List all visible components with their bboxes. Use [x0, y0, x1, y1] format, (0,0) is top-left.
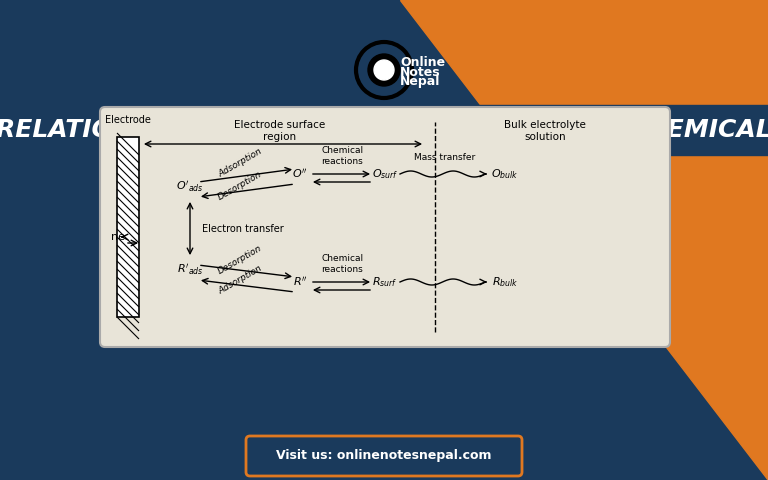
FancyBboxPatch shape [100, 107, 670, 347]
Text: Bulk electrolyte
solution: Bulk electrolyte solution [504, 120, 586, 142]
Text: $O_{bulk}$: $O_{bulk}$ [492, 167, 518, 181]
Polygon shape [400, 0, 768, 480]
Bar [117, 137, 139, 317]
Text: Adsorption: Adsorption [217, 264, 263, 296]
Text: $R'_{ads}$: $R'_{ads}$ [177, 263, 204, 277]
Text: Electrode: Electrode [105, 115, 151, 125]
Bar [0, 105, 768, 155]
Text: RELATION BETWEEN FARADAY  AND ELECTROCHEMICAL: RELATION BETWEEN FARADAY AND ELECTROCHEM… [0, 118, 768, 142]
Text: Visit us: onlinenotesnepal.com: Visit us: onlinenotesnepal.com [276, 449, 492, 463]
Circle shape [374, 60, 394, 80]
Text: Electrode surface
region: Electrode surface region [234, 120, 326, 142]
Text: $O'_{ads}$: $O'_{ads}$ [176, 180, 204, 194]
Text: $R_{surf}$: $R_{surf}$ [372, 275, 398, 289]
Text: Chemical
reactions: Chemical reactions [322, 146, 363, 166]
Text: Nepal: Nepal [400, 75, 440, 88]
Text: $R_{bulk}$: $R_{bulk}$ [492, 275, 518, 289]
Text: Electron transfer: Electron transfer [202, 224, 283, 233]
Text: Mass transfer: Mass transfer [415, 154, 475, 163]
Text: Notes: Notes [400, 65, 441, 79]
Text: Adsorption: Adsorption [217, 146, 263, 179]
Text: Online: Online [400, 56, 445, 69]
Text: Chemical
reactions: Chemical reactions [322, 254, 363, 274]
Text: ne: ne [111, 232, 125, 242]
Circle shape [368, 54, 400, 86]
Text: $R''$: $R''$ [293, 276, 307, 288]
Text: Desorption: Desorption [217, 244, 263, 276]
Text: $O_{surf}$: $O_{surf}$ [372, 167, 399, 181]
Text: $O''$: $O''$ [292, 168, 308, 180]
Text: Desorption: Desorption [217, 169, 263, 202]
FancyBboxPatch shape [246, 436, 522, 476]
